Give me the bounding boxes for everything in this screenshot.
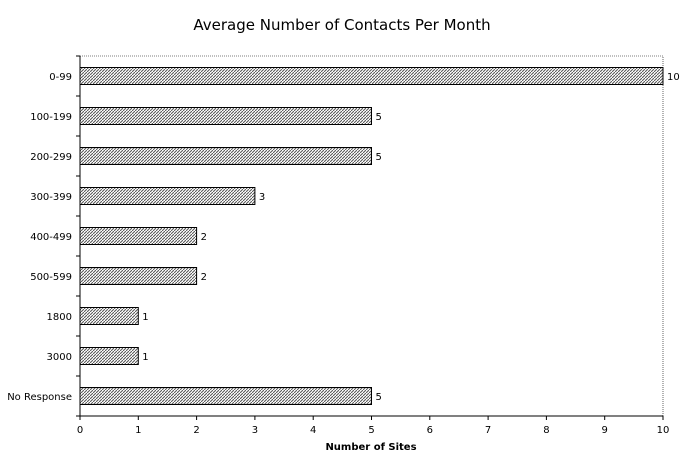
- data-label: 3: [259, 192, 265, 203]
- bar: [79, 67, 664, 85]
- x-tick-label: 6: [427, 425, 433, 436]
- x-tick-label: 5: [368, 425, 374, 436]
- x-tick-label: 10: [657, 425, 670, 436]
- bar: [79, 387, 372, 405]
- data-label: 10: [667, 72, 680, 83]
- data-label: 1: [142, 312, 148, 323]
- x-tick-label: 4: [310, 425, 316, 436]
- data-label: 1: [142, 352, 148, 363]
- y-tick-label: 0-99: [49, 72, 72, 83]
- x-ticks-group: 0 1 2 3 4 5 6 7 8 9 10: [77, 416, 670, 436]
- bar: [79, 307, 139, 325]
- y-tick-label: No Response: [7, 392, 72, 403]
- x-tick-label: 2: [193, 425, 199, 436]
- y-tick-label: 300-399: [30, 192, 72, 203]
- data-label: 5: [376, 392, 382, 403]
- y-tick-label: 1800: [47, 312, 72, 323]
- data-label: 2: [201, 272, 207, 283]
- data-label: 2: [201, 232, 207, 243]
- x-tick-label: 1: [135, 425, 141, 436]
- data-label: 5: [376, 112, 382, 123]
- chart-title: Average Number of Contacts Per Month: [193, 16, 490, 34]
- bars-group: 10 5 5 3 2 2 1 1 5: [79, 67, 680, 405]
- bar: [79, 347, 139, 365]
- y-ticks-group: 0-99 100-199 200-299 300-399 400-499 500-599 1…: [7, 55, 80, 417]
- y-tick-label: 100-199: [30, 112, 72, 123]
- x-tick-label: 0: [77, 425, 83, 436]
- bar: [79, 227, 198, 245]
- y-tick-label: 200-299: [30, 152, 72, 163]
- data-label: 5: [376, 152, 382, 163]
- bar: [79, 107, 372, 125]
- bar: [79, 147, 372, 165]
- x-tick-label: 9: [602, 425, 608, 436]
- bar: [79, 267, 198, 285]
- x-tick-label: 8: [543, 425, 549, 436]
- bar: [79, 187, 256, 205]
- x-axis-label: Number of Sites: [325, 442, 416, 453]
- x-tick-label: 7: [485, 425, 491, 436]
- y-tick-label: 500-599: [30, 272, 72, 283]
- y-tick-label: 3000: [47, 352, 72, 363]
- y-tick-label: 400-499: [30, 232, 72, 243]
- x-tick-label: 3: [252, 425, 258, 436]
